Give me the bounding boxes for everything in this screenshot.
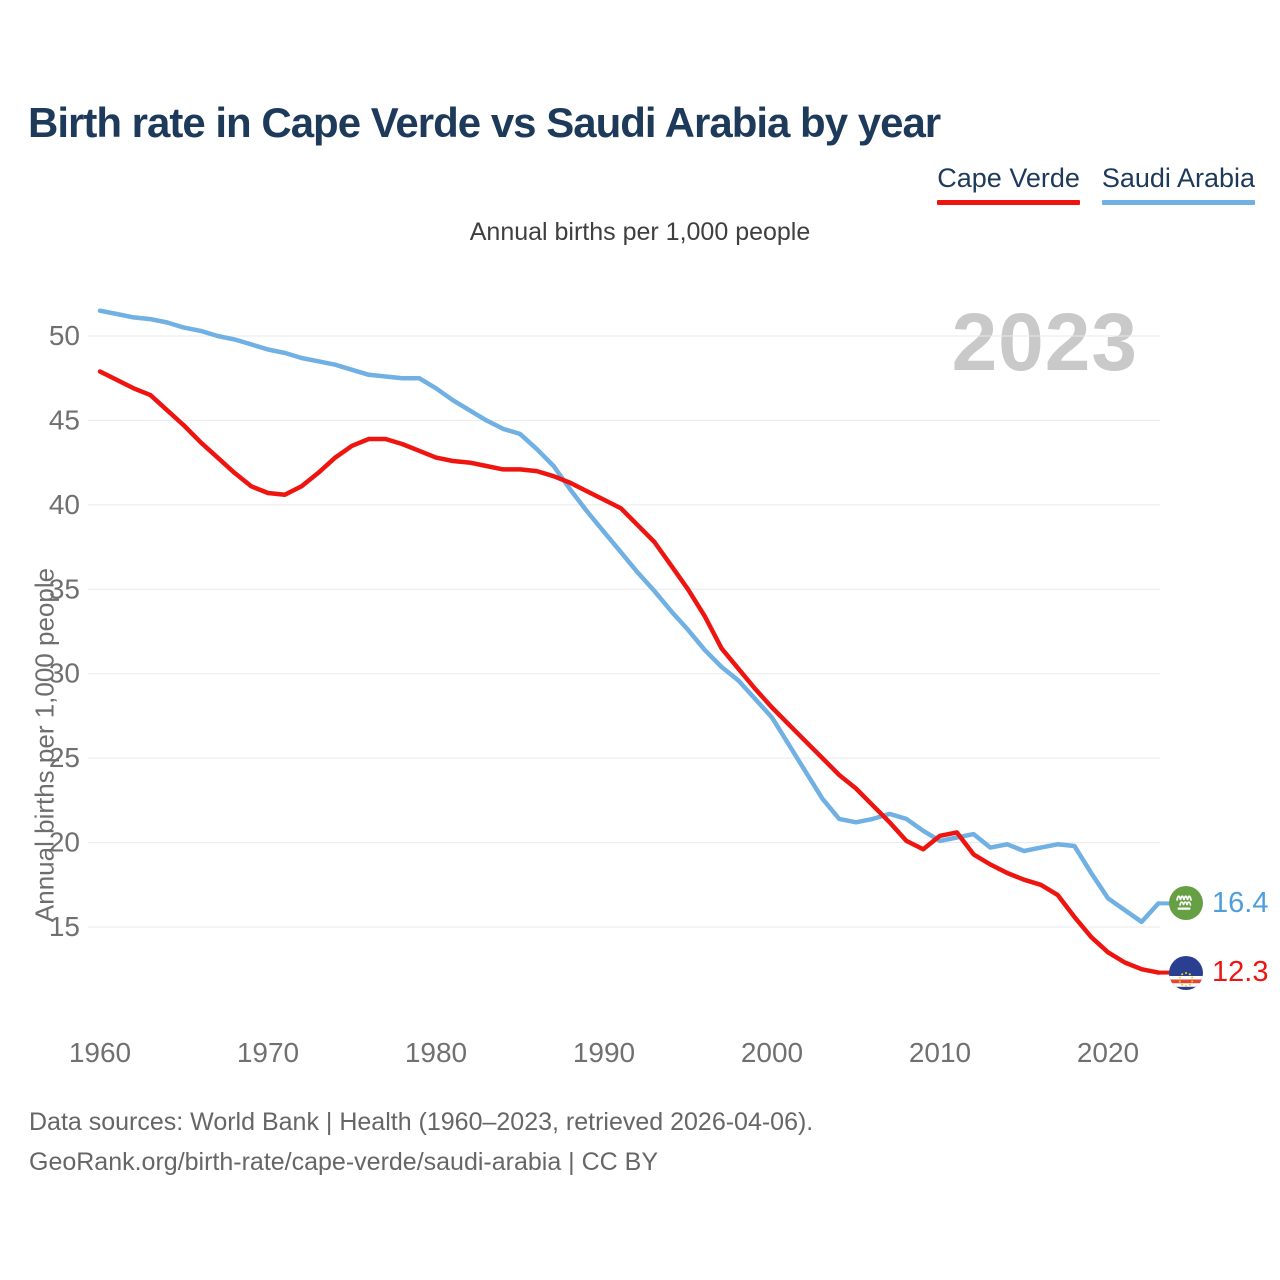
attribution-line: GeoRank.org/birth-rate/cape-verde/saudi-… <box>29 1148 659 1176</box>
legend-label-cape-verde: Cape Verde <box>937 163 1080 193</box>
y-tick-label: 25 <box>49 742 80 773</box>
y-tick-label: 30 <box>49 658 80 689</box>
x-tick-label: 2020 <box>1077 1037 1139 1068</box>
saudi-arabia-line[interactable] <box>97 308 1161 925</box>
y-tick-label: 20 <box>49 827 80 858</box>
saudi-arabia-legend-underline <box>1101 200 1255 205</box>
legend-item-cape-verde[interactable]: Cape Verde <box>937 163 1080 205</box>
y-tick-label: 50 <box>49 320 80 351</box>
x-tick-label: 1990 <box>573 1037 635 1068</box>
x-tick-label: 1980 <box>405 1037 467 1068</box>
saudi-arabia-end-label: 16.4 <box>1169 886 1269 921</box>
x-tick-label: 2010 <box>909 1037 971 1068</box>
x-tick-label: 1960 <box>69 1037 131 1068</box>
year-watermark: 2023 <box>951 297 1138 388</box>
saudi-arabia-end-value: 16.4 <box>1212 886 1269 919</box>
cape-verde-line[interactable] <box>97 369 1161 975</box>
page-title: Birth rate in Cape Verde vs Saudi Arabia… <box>28 99 941 146</box>
y-tick-label: 35 <box>49 573 80 604</box>
chart-subtitle: Annual births per 1,000 people <box>469 218 811 246</box>
legend-item-saudi-arabia[interactable]: Saudi Arabia <box>1101 163 1255 205</box>
y-tick-label: 45 <box>49 404 80 435</box>
y-tick-label: 15 <box>49 911 80 942</box>
y-tick-label: 40 <box>49 489 80 520</box>
cape-verde-legend-underline <box>937 200 1080 205</box>
footer: Data sources: World Bank | Health (1960–… <box>29 1102 813 1182</box>
x-tick-label: 2000 <box>741 1037 803 1068</box>
saudi-arabia-flag-icon <box>1169 886 1203 921</box>
cape-verde-flag-icon <box>1169 955 1203 990</box>
x-tick-label: 1970 <box>237 1037 299 1068</box>
legend-label-saudi-arabia: Saudi Arabia <box>1101 163 1255 193</box>
data-sources-line: Data sources: World Bank | Health (1960–… <box>29 1108 814 1136</box>
cape-verde-end-label: 12.3 <box>1169 955 1269 990</box>
cape-verde-end-value: 12.3 <box>1212 956 1269 989</box>
legend: Cape Verde Saudi Arabia <box>937 163 1255 205</box>
